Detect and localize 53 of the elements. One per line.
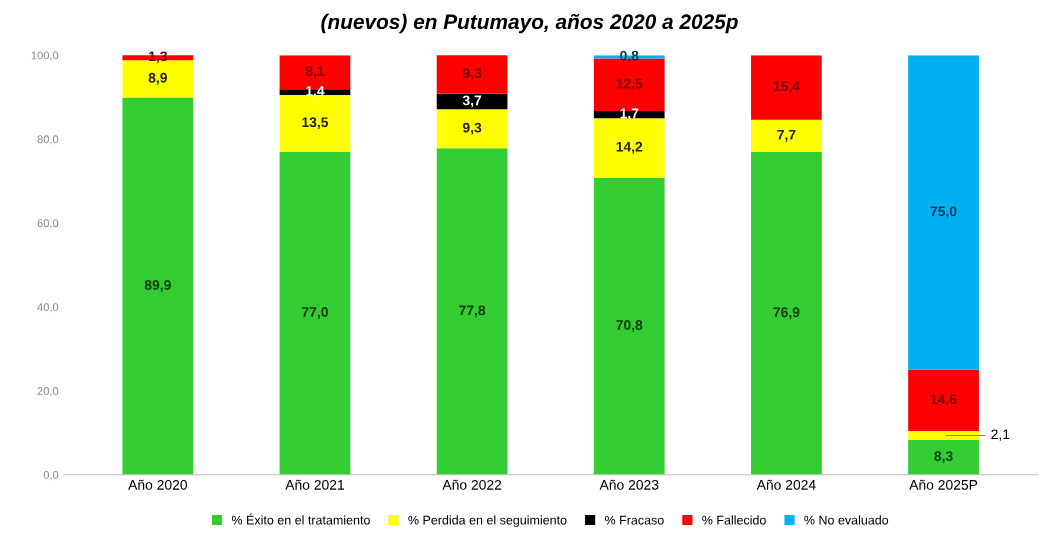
x-tick-label: Año 2024	[756, 479, 816, 490]
data-label: 12,5	[616, 78, 643, 91]
data-label: 9,3	[462, 122, 482, 135]
y-tick-label: 100,0	[31, 51, 59, 61]
bar	[908, 369, 979, 432]
bar	[436, 55, 508, 94]
bar	[436, 93, 508, 110]
bar	[908, 55, 979, 370]
bar	[436, 148, 508, 475]
data-label: 89,9	[144, 280, 171, 292]
x-tick-label: Año 2022	[442, 479, 502, 490]
data-label: 14,2	[616, 141, 643, 154]
data-label: 77,0	[302, 307, 328, 319]
y-tick-label: 60,0	[37, 219, 59, 229]
data-label: 15,4	[773, 81, 800, 94]
y-tick-label: 20,0	[37, 387, 59, 397]
y-tick-label: 80,0	[37, 135, 59, 145]
legend-label: % Fallecido	[702, 515, 766, 525]
data-label: 9,3	[462, 68, 482, 81]
bar	[122, 97, 194, 475]
bar	[751, 119, 822, 153]
data-label: 14,6	[930, 394, 957, 407]
y-tick-label: 0,0	[43, 470, 59, 481]
annotation: 2,1	[991, 429, 1010, 441]
x-tick-label: Año 2023	[599, 479, 659, 490]
bar	[436, 109, 508, 149]
data-label: 3,7	[462, 95, 482, 108]
data-label: 8,3	[934, 451, 953, 464]
legend-label: % Éxito en el tratamiento	[231, 513, 370, 525]
legend-label: % Perdida en el seguimiento	[408, 515, 567, 527]
data-label: 0,8	[620, 50, 639, 63]
legend-label: % Fracaso	[604, 515, 664, 525]
data-label: 75,0	[930, 206, 957, 219]
x-tick-label: Año 2025P	[909, 479, 978, 490]
bar	[908, 439, 979, 475]
data-label: 7,7	[777, 129, 796, 142]
legend-label: % No evaluado	[804, 515, 889, 525]
bar	[908, 431, 979, 440]
data-label: 76,9	[773, 307, 800, 320]
bar	[751, 152, 822, 475]
data-label: 70,8	[616, 320, 643, 332]
data-label: 1,7	[620, 108, 639, 121]
bar	[279, 151, 351, 475]
x-tick-label: Año 2021	[285, 479, 345, 490]
data-label: 8,9	[148, 72, 167, 85]
chart-title: (nuevos) en Putumayo, años 2020 a 2025p	[321, 13, 738, 34]
data-label: 13,5	[302, 117, 329, 130]
data-label: 8,1	[305, 66, 325, 78]
y-tick-label: 40,0	[37, 303, 59, 313]
bar	[751, 55, 822, 120]
bar	[593, 177, 665, 475]
data-label: 77,8	[459, 305, 486, 318]
x-tick-label: Año 2020	[128, 479, 188, 490]
